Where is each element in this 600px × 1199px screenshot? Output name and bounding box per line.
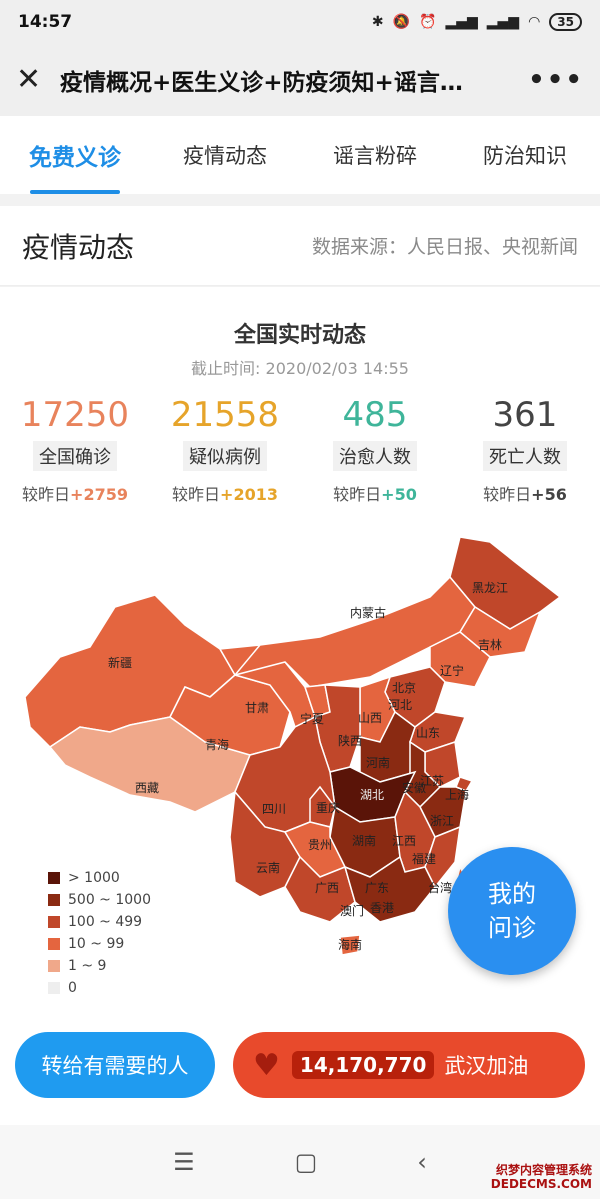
tab-rumor-busting[interactable]: 谣言粉碎 <box>333 144 417 168</box>
label-zhejiang: 浙江 <box>430 814 454 828</box>
close-icon[interactable]: ✕ <box>16 62 42 97</box>
label-yunnan: 云南 <box>256 860 280 875</box>
stat-suspected: 21558 疑似病例 较昨日+2013 <box>150 395 300 505</box>
my-consultation-button[interactable]: 我的 问诊 <box>448 847 576 975</box>
stat-value: 17250 <box>20 395 130 435</box>
label-xizang: 西藏 <box>135 781 159 795</box>
watermark: 织梦内容管理系统 DEDECMS.COM <box>490 1163 592 1191</box>
back-icon[interactable]: ‹ <box>417 1148 427 1176</box>
label-liaoning: 辽宁 <box>440 663 464 678</box>
label-shanxi: 山西 <box>358 711 382 725</box>
map-legend: > 1000 500 ~ 1000 100 ~ 499 10 ~ 99 1 ~ … <box>48 867 151 999</box>
label-shaanxi: 陕西 <box>338 733 362 748</box>
china-map[interactable]: 黑龙江 吉林 内蒙古 辽宁 北京 新疆 甘肃 宁夏 山西 河北 山东 青海 陕西… <box>20 537 580 977</box>
system-nav-bar: ☰ ▢ ‹ <box>0 1125 600 1199</box>
label-ningxia: 宁夏 <box>300 711 324 726</box>
label-shanghai: 上海 <box>445 787 469 802</box>
label-jiangxi: 江西 <box>392 834 416 848</box>
label-hainan: 海南 <box>338 937 362 952</box>
home-icon[interactable]: ▢ <box>294 1148 318 1176</box>
legend-item: 500 ~ 1000 <box>48 889 151 911</box>
section-header: 疫情动态 数据来源：人民日报、央视新闻 <box>0 206 600 286</box>
cheer-button[interactable]: ♥ 14,170,770 武汉加油 <box>233 1032 585 1098</box>
label-guangdong: 广东 <box>365 881 389 895</box>
tab-free-consult[interactable]: 免费义诊 <box>0 116 150 194</box>
title-bar: ✕ 疫情概况+医生义诊+防疫须知+谣言… ••• <box>0 44 600 116</box>
signal-icon-2: ▂▄▆ <box>486 14 520 30</box>
data-source: 数据来源：人民日报、央视新闻 <box>311 236 578 258</box>
section-title: 疫情动态 <box>22 230 135 264</box>
stat-change: 较昨日+56 <box>483 485 567 504</box>
stat-label: 疑似病例 <box>183 441 267 471</box>
label-fujian: 福建 <box>412 851 436 866</box>
stat-confirmed: 17250 全国确诊 较昨日+2759 <box>0 395 150 505</box>
signal-icon: ▂▄▆ <box>445 14 478 30</box>
legend-item: 10 ~ 99 <box>48 933 151 955</box>
label-gansu: 甘肃 <box>245 701 269 715</box>
heart-icon: ♥ <box>253 1047 280 1083</box>
stat-change: 较昨日+2759 <box>22 485 128 504</box>
label-guangxi: 广西 <box>315 881 339 895</box>
label-sichuan: 四川 <box>262 802 286 816</box>
menu-icon[interactable]: ☰ <box>173 1148 195 1176</box>
label-hongkong: 香港 <box>370 901 394 915</box>
more-icon[interactable]: ••• <box>528 65 584 95</box>
label-henan: 河南 <box>366 755 390 770</box>
bluetooth-icon: ✱ <box>371 14 384 30</box>
battery-icon: 35 <box>549 13 582 31</box>
tab-epidemic-news[interactable]: 疫情动态 <box>183 144 267 168</box>
label-hubei: 湖北 <box>360 787 384 802</box>
tab-prevention[interactable]: 防治知识 <box>483 144 567 168</box>
label-neimenggu: 内蒙古 <box>350 605 386 620</box>
update-time: 截止时间: 2020/02/03 14:55 <box>191 359 409 378</box>
stats-row: 17250 全国确诊 较昨日+2759 21558 疑似病例 较昨日+2013 … <box>0 395 600 505</box>
label-hunan: 湖南 <box>352 833 376 848</box>
stat-label: 死亡人数 <box>483 441 567 471</box>
stat-deaths: 361 死亡人数 较昨日+56 <box>450 395 600 505</box>
national-title: 全国实时动态 <box>233 323 366 348</box>
label-shandong: 山东 <box>416 726 440 740</box>
page-title: 疫情概况+医生义诊+防疫须知+谣言… <box>60 70 463 96</box>
stat-value: 361 <box>492 395 558 435</box>
stats-panel: 全国实时动态 截止时间: 2020/02/03 14:55 17250 全国确诊… <box>0 287 600 1125</box>
share-button[interactable]: 转给有需要的人 <box>15 1032 215 1098</box>
label-macau: 澳门 <box>340 903 364 918</box>
label-jilin: 吉林 <box>478 638 502 652</box>
stat-change: 较昨日+50 <box>333 485 417 504</box>
label-heilongjiang: 黑龙江 <box>472 581 508 595</box>
label-taiwan: 台湾 <box>428 880 452 895</box>
stat-value: 21558 <box>170 395 280 435</box>
label-guizhou: 贵州 <box>308 838 332 852</box>
legend-item: > 1000 <box>48 867 151 889</box>
stat-change: 较昨日+2013 <box>172 485 278 504</box>
label-qinghai: 青海 <box>205 737 229 752</box>
status-bar: 14:57 ✱ 🔕 ⏰ ▂▄▆ ▂▄▆ ◠ 35 <box>0 0 600 44</box>
label-jiangsu: 江苏 <box>420 774 444 788</box>
region-guangdong <box>343 855 436 923</box>
label-chongqing: 重庆 <box>316 801 340 815</box>
region-hainan <box>339 934 361 956</box>
label-xinjiang: 新疆 <box>108 655 132 670</box>
stat-cured: 485 治愈人数 较昨日+50 <box>300 395 450 505</box>
tab-bar: 免费义诊 疫情动态 谣言粉碎 防治知识 <box>0 116 600 194</box>
label-beijing: 北京 <box>392 681 416 695</box>
cheer-count: 14,170,770 <box>291 1051 435 1079</box>
stat-label: 全国确诊 <box>33 441 117 471</box>
legend-item: 1 ~ 9 <box>48 955 151 977</box>
stat-label: 治愈人数 <box>333 441 417 471</box>
cheer-label: 武汉加油 <box>444 1054 529 1078</box>
clock: 14:57 <box>18 12 73 32</box>
mute-icon: 🔕 <box>392 14 411 30</box>
status-icons: ✱ 🔕 ⏰ ▂▄▆ ▂▄▆ ◠ 35 <box>372 13 582 31</box>
label-anhui: 安徽 <box>402 780 426 795</box>
legend-item: 0 <box>48 977 151 999</box>
region-guangxi <box>284 855 356 923</box>
stat-value: 485 <box>342 395 408 435</box>
label-hebei: 河北 <box>388 698 412 712</box>
alarm-icon: ⏰ <box>419 14 437 30</box>
wifi-icon: ◠ <box>528 14 541 30</box>
legend-item: 100 ~ 499 <box>48 911 151 933</box>
